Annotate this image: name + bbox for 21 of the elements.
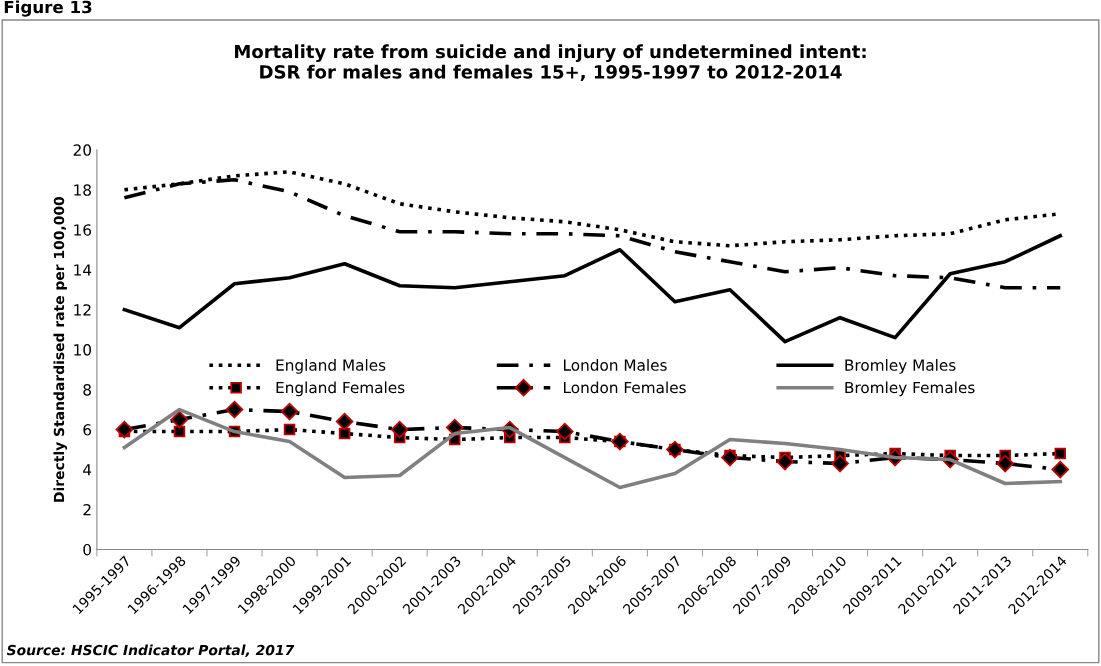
y-tick-label: 0 [83,543,92,556]
legend-label: England Males [276,359,386,374]
legend-label: Bromley Males [845,359,956,374]
y-tick-label: 18 [74,184,91,196]
legend-label: Bromley Females [845,381,975,397]
y-tick-label: 10 [74,344,92,356]
chart-title: Mortality rate from suicide and injury of undetermined intent: DSR for males and females 15+, 1995-1997 to 2012-2014 [235,44,866,81]
legend-label: London Males [564,359,667,371]
y-tick-label: 6 [83,424,92,436]
y-tick-label: 14 [74,264,92,276]
y-tick-label: 12 [74,304,91,316]
y-tick-label: 8 [83,384,91,396]
legend-label: London Females [564,381,686,394]
y-tick-label: 2 [83,503,91,516]
y-tick-label: 20 [73,144,92,156]
source-note: Source: HSCIC Indicator Portal, 2017 [6,644,295,658]
y-axis-title: Directly Standardised rate per 100,000 [53,196,68,502]
y-tick-label: 4 [83,464,92,476]
legend-label: England Females [276,381,405,397]
caption: Figure 13 [4,0,92,17]
y-tick-label: 16 [74,224,92,236]
